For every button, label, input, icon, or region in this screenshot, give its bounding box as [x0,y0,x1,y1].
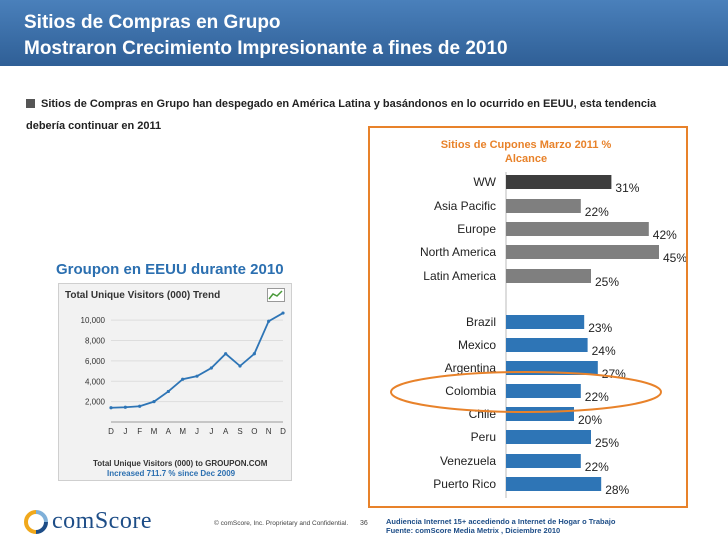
category-label-peru: Peru [471,430,496,444]
trend-point [224,352,228,356]
category-label-latin-america: Latin America [423,269,496,283]
value-label-brazil: 23% [588,321,612,335]
value-label-puerto-rico: 28% [605,483,629,497]
x-tick-label: D [108,427,114,436]
copyright-text: © comScore, Inc. Proprietary and Confide… [214,520,349,527]
source-line2: Fuente: comScore Media Metrix , Diciembr… [386,526,561,535]
trend-point [195,374,199,378]
chart-title-line1: Sitios de Cupones Marzo 2011 % [441,139,612,151]
value-label-ww: 31% [615,181,639,195]
trend-point [152,400,156,404]
chart-icon [267,288,285,302]
value-label-europe: 42% [653,228,677,242]
bar-peru [506,430,591,444]
bar-colombia [506,384,581,398]
value-label-colombia: 22% [585,390,609,404]
slide-title-line2: Mostraron Crecimiento Impresionante a fi… [24,38,508,59]
source-note: Audiencia Internet 15+ accediendo a Inte… [386,517,615,535]
trend-line [110,312,284,409]
category-label-mexico: Mexico [458,338,496,352]
bar-brazil [506,315,585,329]
value-label-latin-america: 25% [595,275,619,289]
x-tick-label: J [209,427,213,436]
x-tick-label: A [166,427,172,436]
page-number: 36 [360,520,368,527]
bullet-square-icon [26,99,35,108]
source-line1: Audiencia Internet 15+ accediendo a Inte… [386,517,616,526]
chart-title-line2: Alcance [505,153,547,165]
bar-europe [506,222,649,236]
y-tick-label: 2,000 [85,398,106,407]
category-label-argentina: Argentina [445,361,497,375]
bullet-text-line1: Sitios de Compras en Grupo han despegado… [26,98,656,110]
trend-point [238,364,242,368]
trend-point [123,405,127,409]
bar-latin-america [506,269,591,283]
comscore-logo-icon [24,510,48,534]
bar-chile [506,407,574,421]
category-label-asia-pacific: Asia Pacific [434,199,496,213]
bar-north-america [506,245,659,259]
bar-asia-pacific [506,199,581,213]
value-label-peru: 25% [595,436,619,450]
bar-ww [506,175,612,189]
groupon-increase: Increased 711.7 % since Dec 2009 [107,469,236,478]
slide-title-line1: Sitios de Compras en Grupo [24,12,281,33]
comscore-brand: comScore [52,508,152,534]
trend-point [209,366,213,370]
groupon-trend-header: Total Unique Visitors (000) Trend [65,290,221,301]
x-tick-label: J [195,427,199,436]
x-tick-label: A [223,427,229,436]
y-tick-label: 8,000 [85,337,106,346]
header-bar [0,0,728,66]
bar-puerto-rico [506,477,602,491]
bullet-text: Sitios de Compras en Grupo han despegado… [41,98,657,110]
trend-point [252,352,256,356]
category-label-chile: Chile [469,407,497,421]
value-label-venezuela: 22% [585,460,609,474]
category-label-europe: Europe [457,222,496,236]
groupon-title: Groupon en EEUU durante 2010 [56,261,284,278]
bullet-text-line2: debería continuar en 2011 [26,120,162,132]
x-tick-label: O [251,427,257,436]
category-label-ww: WW [473,175,496,189]
y-tick-label: 10,000 [81,316,106,325]
colombia-highlight-ellipse [390,371,662,413]
trend-point [109,406,113,410]
value-label-mexico: 24% [592,344,616,358]
y-tick-label: 4,000 [85,377,106,386]
category-label-colombia: Colombia [445,384,496,398]
value-label-chile: 20% [578,413,602,427]
x-tick-label: J [123,427,127,436]
x-tick-label: N [266,427,272,436]
groupon-trend-panel: Total Unique Visitors (000) Trend 10,000… [58,283,292,481]
value-label-north-america: 45% [663,251,686,265]
x-tick-label: S [237,427,242,436]
x-tick-label: D [280,427,286,436]
category-label-north-america: North America [420,245,496,259]
category-label-puerto-rico: Puerto Rico [433,477,496,491]
trend-point [181,377,185,381]
x-tick-label: M [179,427,186,436]
category-label-venezuela: Venezuela [440,454,496,468]
groupon-caption: Total Unique Visitors (000) to GROUPON.C… [93,459,268,468]
x-tick-label: M [151,427,158,436]
trend-point [138,404,142,408]
bar-mexico [506,338,588,352]
trend-point [166,389,170,394]
coupon-reach-chart: Sitios de Cupones Marzo 2011 % Alcance W… [390,139,686,498]
chart-frame [368,126,688,508]
trend-point [267,319,271,323]
x-tick-label: F [137,427,142,436]
value-label-asia-pacific: 22% [585,205,609,219]
y-tick-label: 6,000 [85,357,106,366]
bar-venezuela [506,454,581,468]
category-label-brazil: Brazil [466,315,496,329]
trend-point [281,311,285,315]
